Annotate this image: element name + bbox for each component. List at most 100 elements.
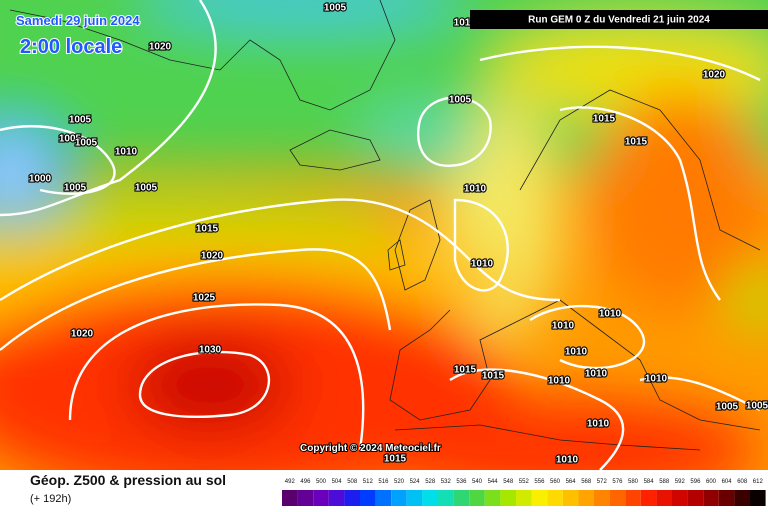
- isobar-label: 1005: [449, 95, 472, 106]
- isobar-label: 1020: [71, 329, 94, 340]
- scale-label: 552: [519, 479, 530, 485]
- scale-swatch: [547, 490, 563, 506]
- isobar-label: 1010: [471, 259, 494, 270]
- isobar-label: 1010: [645, 374, 668, 385]
- isobar-label: 1010: [552, 321, 575, 332]
- isobar-label: 1015: [625, 137, 648, 148]
- scale-label: 492: [285, 479, 296, 485]
- scale-label: 612: [753, 479, 764, 485]
- scale-label: 516: [378, 479, 389, 485]
- scale-swatch: [360, 490, 376, 506]
- scale-label: 584: [644, 479, 655, 485]
- scale-swatch: [406, 490, 423, 506]
- scale-label: 512: [363, 479, 374, 485]
- legend-title: Géop. Z500 & pression au sol: [30, 472, 226, 488]
- scale-swatch: [484, 490, 501, 506]
- scale-swatch: [313, 490, 329, 506]
- isobar-label: 1015: [384, 454, 407, 465]
- scale-swatch: [734, 490, 750, 506]
- scale-swatch: [391, 490, 407, 506]
- isobar-label: 1005: [75, 138, 98, 149]
- run-info: Run GEM 0 Z du Vendredi 21 juin 2024: [528, 15, 710, 26]
- scale-swatch: [656, 490, 672, 506]
- scale-swatch: [640, 490, 657, 506]
- scale-label: 536: [456, 479, 467, 485]
- isobar-label: 1005: [746, 401, 768, 412]
- scale-swatch: [328, 490, 345, 506]
- isobar-label: 1010: [565, 347, 588, 358]
- isobar-label: 1020: [201, 251, 224, 262]
- scale-label: 500: [316, 479, 327, 485]
- scale-label: 540: [472, 479, 483, 485]
- isobar-label: 1010: [585, 369, 608, 380]
- scale-label: 560: [550, 479, 561, 485]
- isobar-label: 1005: [64, 183, 87, 194]
- scale-label: 604: [722, 479, 733, 485]
- scale-label: 528: [425, 479, 436, 485]
- isobar-label: 1015: [454, 365, 477, 376]
- scale-label: 556: [534, 479, 545, 485]
- isobar-label: 1020: [703, 70, 726, 81]
- isobar-label: 1030: [199, 345, 222, 356]
- scale-label: 572: [597, 479, 608, 485]
- scale-swatch: [453, 490, 470, 506]
- isobar-label: 1015: [482, 371, 505, 382]
- scale-swatch: [297, 490, 314, 506]
- isobar-label: 1005: [135, 183, 158, 194]
- scale-swatch: [609, 490, 626, 506]
- scale-swatch: [375, 490, 392, 506]
- map-field: [0, 0, 768, 470]
- isobar-label: 101: [454, 18, 471, 29]
- isobar-label: 1010: [599, 309, 622, 320]
- isobar-label: 1020: [149, 42, 172, 53]
- scale-swatch: [718, 490, 735, 506]
- isobar-label: 1010: [548, 376, 571, 387]
- scale-swatch: [687, 490, 704, 506]
- scale-label: 596: [690, 479, 701, 485]
- scale-swatch: [500, 490, 516, 506]
- scale-swatch: [469, 490, 485, 506]
- lead-time: (+ 192h): [30, 493, 71, 505]
- scale-swatch: [438, 490, 454, 506]
- isobar-label: 1015: [196, 224, 219, 235]
- isobar-label: 1005: [324, 3, 347, 14]
- scale-label: 504: [332, 479, 343, 485]
- isobar-label: 1010: [115, 147, 138, 158]
- isobar-label: 1005: [69, 115, 92, 126]
- scale-label: 588: [659, 479, 670, 485]
- date: Samedi 29 juin 2024: [16, 13, 140, 28]
- isobar-label: 1010: [587, 419, 610, 430]
- scale-swatch: [703, 490, 719, 506]
- isobar-label: 1025: [193, 293, 216, 304]
- run-box: [470, 10, 768, 29]
- scale-swatch: [516, 490, 532, 506]
- isobar-label: 1005: [59, 134, 82, 145]
- color-scale: 492 496 500 504 508 512 516 520 524 528 532 536 540 5…: [282, 479, 766, 506]
- scale-swatch: [344, 490, 360, 506]
- scale-swatch: [625, 490, 641, 506]
- isobar-label: 1010: [556, 455, 579, 466]
- scale-swatch: [578, 490, 594, 506]
- time: 2:00 locale: [20, 36, 122, 58]
- scale-label: 576: [612, 479, 623, 485]
- copyright: Copyright © 2024 Meteociel.fr: [300, 443, 441, 454]
- scale-swatch: [282, 490, 298, 506]
- isobar-label: 1000: [29, 174, 52, 185]
- scale-swatch: [672, 490, 688, 506]
- scale-swatch: [531, 490, 548, 506]
- scale-swatch: [594, 490, 610, 506]
- scale-label: 532: [441, 479, 452, 485]
- scale-swatch: [422, 490, 438, 506]
- scale-label: 592: [675, 479, 686, 485]
- scale-label: 520: [394, 479, 405, 485]
- scale-label: 580: [628, 479, 639, 485]
- isobar-label: 1010: [464, 184, 487, 195]
- scale-label: 608: [737, 479, 748, 485]
- scale-label: 564: [566, 479, 577, 485]
- scale-swatch: [750, 490, 766, 506]
- scale-label: 524: [410, 479, 421, 485]
- scale-label: 508: [347, 479, 358, 485]
- scale-label: 544: [488, 479, 499, 485]
